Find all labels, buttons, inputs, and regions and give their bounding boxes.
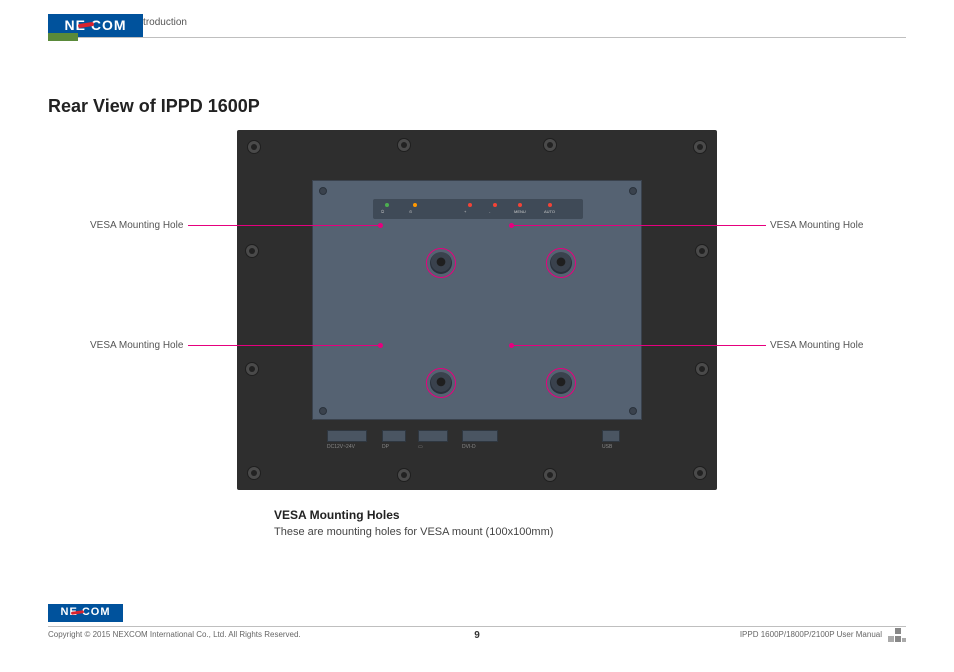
- callout-line: [512, 225, 766, 226]
- port: [602, 430, 620, 442]
- panel-screw: [319, 407, 327, 415]
- port: [327, 430, 367, 442]
- footer-rule: [48, 626, 906, 627]
- callout-label: VESA Mounting Hole: [90, 220, 183, 231]
- port-label: ▭: [418, 444, 423, 450]
- page-footer: NE COM Copyright © 2015 NEXCOM Internati…: [48, 626, 906, 654]
- port: [382, 430, 406, 442]
- callout-label: VESA Mounting Hole: [770, 220, 863, 231]
- vesa-mounting-hole: [550, 372, 572, 394]
- port-label: DP: [382, 444, 389, 450]
- vesa-mounting-hole: [430, 372, 452, 394]
- callout-line: [512, 345, 766, 346]
- page-title: Rear View of IPPD 1600P: [48, 96, 260, 117]
- header-accent-tab: [48, 33, 78, 41]
- port: [462, 430, 498, 442]
- led-label: +: [464, 209, 466, 214]
- outer-screw: [695, 244, 709, 258]
- manual-reference: IPPD 1600P/1800P/2100P User Manual: [740, 630, 882, 639]
- header-rule: [48, 37, 906, 38]
- led-indicator: [385, 203, 389, 207]
- outer-screw: [245, 362, 259, 376]
- led-indicator: [518, 203, 522, 207]
- panel-screw: [629, 187, 637, 195]
- led-indicator: [468, 203, 472, 207]
- port: [418, 430, 448, 442]
- outer-screw: [397, 138, 411, 152]
- inner-panel: ⏻ ⊙ + - MENU AUTO: [312, 180, 642, 420]
- callout-label: VESA Mounting Hole: [770, 340, 863, 351]
- page-header: Chapter 1: Product Introduction NE COM: [48, 14, 906, 38]
- outer-screw: [247, 466, 261, 480]
- led-label: MENU: [514, 209, 526, 214]
- outer-screw: [543, 138, 557, 152]
- outer-screw: [543, 468, 557, 482]
- outer-screw: [695, 362, 709, 376]
- outer-screw: [247, 140, 261, 154]
- port-label: DVI-D: [462, 444, 476, 450]
- vesa-subheading: VESA Mounting Holes: [274, 508, 400, 522]
- panel-screw: [629, 407, 637, 415]
- panel-screw: [319, 187, 327, 195]
- outer-screw: [397, 468, 411, 482]
- led-indicator: [548, 203, 552, 207]
- led-control-panel: ⏻ ⊙ + - MENU AUTO: [373, 199, 583, 219]
- led-label: AUTO: [544, 209, 555, 214]
- led-indicator: [493, 203, 497, 207]
- callout-label: VESA Mounting Hole: [90, 340, 183, 351]
- vesa-mounting-hole: [430, 252, 452, 274]
- outer-screw: [693, 140, 707, 154]
- led-indicator: [413, 203, 417, 207]
- outer-screw: [693, 466, 707, 480]
- vesa-subtext: These are mounting holes for VESA mount …: [274, 526, 553, 538]
- footer-decor-icon: [888, 628, 906, 642]
- logo-text-bottom: NE COM: [48, 606, 123, 618]
- port-strip: DC12V~24V DP ▭ DVI-D USB: [312, 430, 642, 456]
- rear-view-diagram: ⏻ ⊙ + - MENU AUTO DC12V~24V DP ▭ DVI-D USB: [237, 130, 717, 490]
- port-label: USB: [602, 444, 612, 450]
- vesa-mounting-hole: [550, 252, 572, 274]
- led-label: ⏻: [381, 209, 384, 214]
- led-label: -: [489, 209, 490, 214]
- outer-screw: [245, 244, 259, 258]
- port-label: DC12V~24V: [327, 444, 355, 450]
- nexcom-logo-bottom: NE COM: [48, 604, 123, 622]
- callout-line: [188, 345, 380, 346]
- logo-text: NE COM: [48, 17, 143, 33]
- led-label: ⊙: [409, 209, 412, 214]
- callout-line: [188, 225, 380, 226]
